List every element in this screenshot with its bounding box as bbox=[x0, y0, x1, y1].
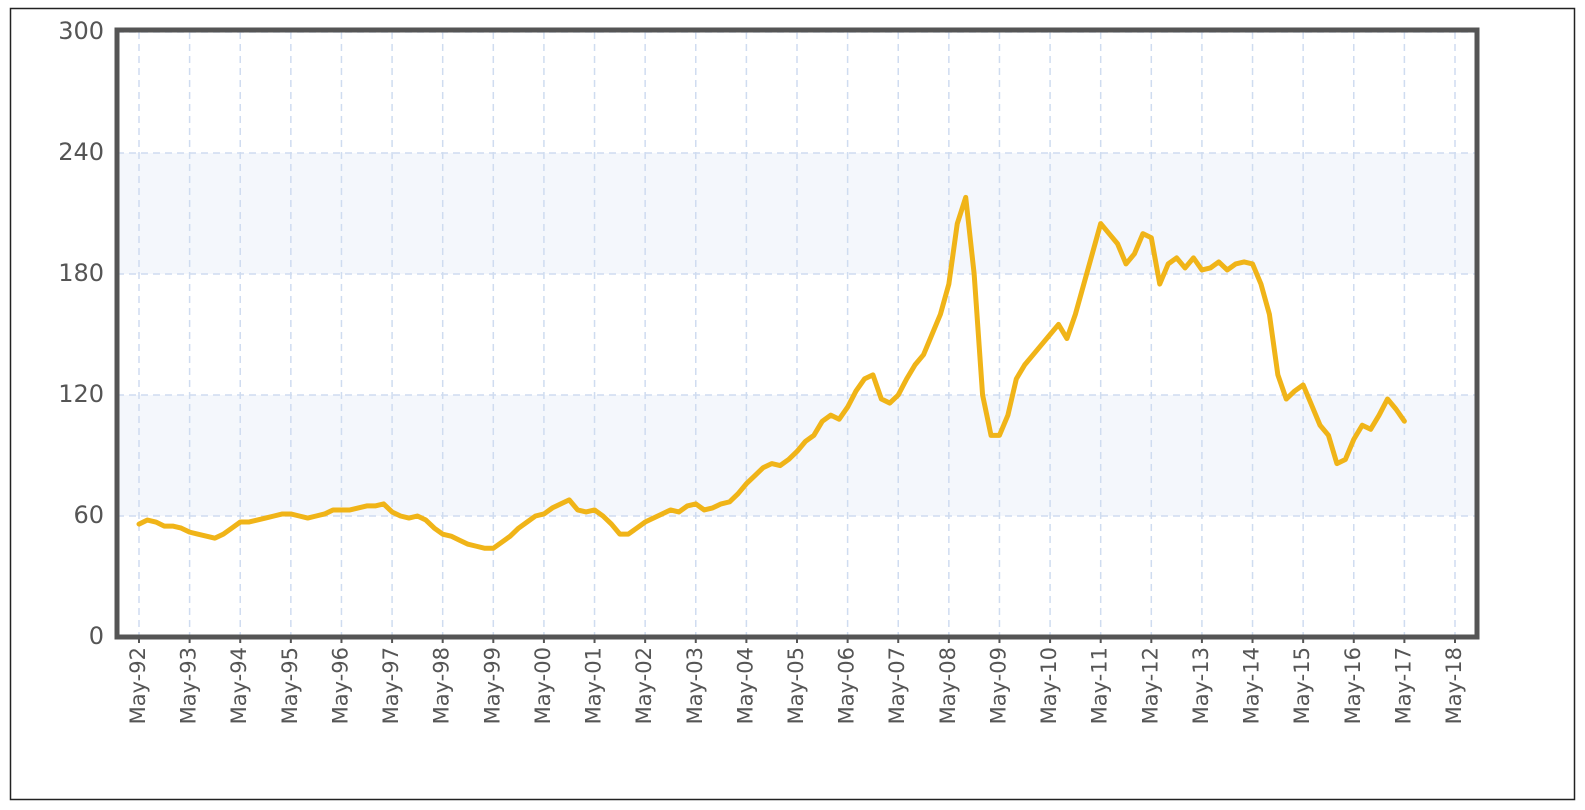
x-tick-label: May-05 bbox=[784, 647, 808, 724]
x-tick-label: May-93 bbox=[177, 647, 201, 724]
x-tick-label: May-17 bbox=[1391, 647, 1415, 724]
x-tick-label: May-95 bbox=[278, 647, 302, 724]
x-tick-label: May-01 bbox=[582, 647, 606, 724]
x-tick-label: May-00 bbox=[531, 647, 555, 724]
y-tick-label: 300 bbox=[58, 17, 104, 45]
x-tick-label: May-14 bbox=[1240, 647, 1264, 724]
x-tick-label: May-04 bbox=[733, 647, 757, 724]
x-tick-label: May-16 bbox=[1341, 647, 1365, 724]
x-tick-label: May-06 bbox=[835, 647, 859, 724]
x-tick-label: May-97 bbox=[379, 647, 403, 724]
x-tick-label: May-96 bbox=[328, 647, 352, 724]
x-tick-label: May-09 bbox=[986, 647, 1010, 724]
y-tick-label: 240 bbox=[58, 138, 104, 166]
frame bbox=[9, 7, 1576, 801]
x-tick-label: May-12 bbox=[1138, 647, 1162, 724]
x-tick-label: May-03 bbox=[683, 647, 707, 724]
y-tick-label: 120 bbox=[58, 380, 104, 408]
x-tick-label: May-11 bbox=[1088, 647, 1112, 724]
x-tick-label: May-02 bbox=[632, 647, 656, 724]
x-tick-label: May-98 bbox=[430, 647, 454, 724]
x-tick-label: May-94 bbox=[227, 647, 251, 724]
y-tick-label: 180 bbox=[58, 259, 104, 287]
x-tick-label: May-13 bbox=[1189, 647, 1213, 724]
x-tick-label: May-10 bbox=[1037, 647, 1061, 724]
x-tick-label: May-08 bbox=[936, 647, 960, 724]
y-tick-label: 0 bbox=[89, 622, 104, 650]
x-tick-label: May-15 bbox=[1290, 647, 1314, 724]
x-tick-label: May-18 bbox=[1442, 647, 1466, 724]
y-tick-label: 60 bbox=[73, 501, 104, 529]
x-tick-label: May-07 bbox=[885, 647, 909, 724]
x-tick-label: May-92 bbox=[126, 647, 150, 724]
x-tick-label: May-99 bbox=[480, 647, 504, 724]
line bbox=[136, 194, 1407, 551]
